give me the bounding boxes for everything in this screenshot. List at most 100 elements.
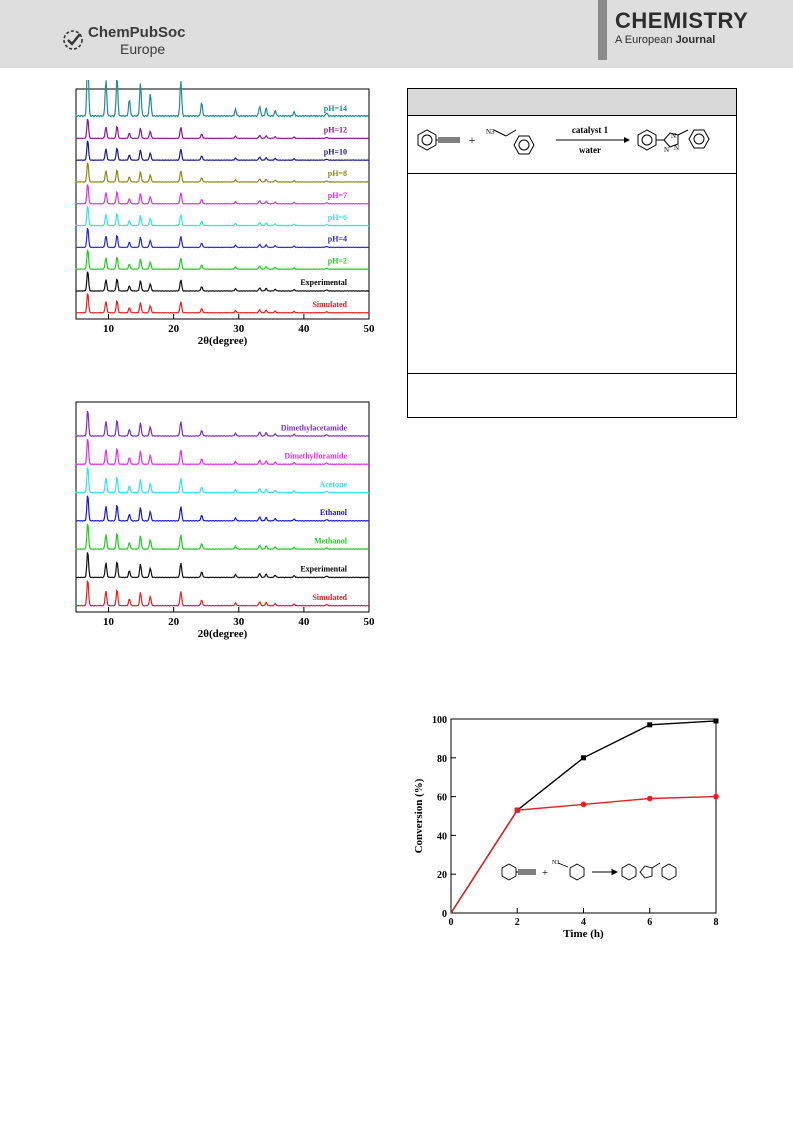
ph-series-7 [75, 249, 370, 271]
conv-point-1-1 [514, 807, 521, 813]
conv-inset-plus: + [542, 867, 548, 879]
triazole-product-icon [637, 129, 710, 151]
conv-plot-frame [450, 718, 717, 914]
ph-series-label-5: pH=6 [328, 213, 347, 222]
conv-inset-scheme-icon [501, 862, 677, 881]
ph-series-0 [75, 80, 370, 118]
ph-series-label-8: Experimental [300, 278, 347, 287]
conv-point-1-4 [713, 793, 719, 800]
conv-x-tick-label: 8 [714, 917, 719, 928]
solvent-series-label-3: Ethanol [320, 508, 348, 517]
solvent-x-tick-label: 40 [298, 616, 310, 628]
ph-x-tick-label: 10 [103, 323, 115, 335]
solvent-series-5 [75, 552, 370, 579]
benzyl-azide-icon [493, 129, 535, 155]
ph-x-tick-label: 30 [233, 323, 245, 335]
solvent-series-label-5: Experimental [300, 565, 347, 574]
journal-title: CHEMISTRY [615, 8, 749, 33]
solvent-series-label-0: Dimethylacetamide [281, 423, 348, 432]
conv-point-0-3 [647, 722, 653, 728]
solvent-plot-frame [75, 401, 370, 613]
conv-x-tick-label: 2 [515, 917, 520, 928]
conv-point-0-4 [713, 718, 719, 724]
ph-series-3 [75, 162, 370, 183]
solvent-label: water [579, 145, 601, 155]
publisher-sub: Europe [120, 41, 166, 57]
conv-x-axis-label: Time (h) [563, 928, 604, 940]
publisher-name: ChemPubSoc [88, 24, 186, 41]
conv-series-line-0 [450, 720, 717, 914]
page-header: ChemPubSoc Europe CHEMISTRY A European J… [0, 0, 793, 68]
conv-y-axis-label: Conversion (%) [413, 778, 425, 853]
ph-series-6 [75, 227, 370, 249]
journal-subtitle: A European Journal [615, 34, 715, 46]
ph-series-8 [75, 271, 370, 292]
table-divider-bottom [408, 373, 736, 374]
journal-logo: CHEMISTRY A European Journal [598, 0, 793, 68]
solvent-x-tick-label: 20 [168, 616, 180, 628]
solvent-series-label-1: Dimethylforamide [284, 452, 347, 461]
triazole-n2: N [674, 144, 679, 152]
conv-y-tick-label: 40 [437, 831, 447, 842]
phenylacetylene-icon [417, 129, 460, 151]
azide-label: N3 [486, 128, 495, 136]
arrow-head-icon [624, 137, 630, 143]
conv-y-tick-label: 60 [437, 793, 447, 804]
ph-series-label-0: pH=14 [324, 104, 347, 113]
conv-x-tick-label: 6 [647, 917, 652, 928]
ph-series-label-2: pH=10 [324, 147, 347, 156]
ph-x-axis-label: 2θ(degree) [198, 335, 248, 347]
conv-y-tick-label: 100 [432, 715, 447, 726]
triazole-n3: N [664, 146, 669, 154]
ph-series-label-1: pH=12 [324, 126, 347, 135]
ph-x-tick-label: 40 [298, 323, 310, 335]
conv-series-line-1 [450, 795, 717, 914]
solvent-series-4 [75, 523, 370, 551]
solvent-series-label-2: Acetone [319, 480, 347, 489]
table-header [408, 89, 736, 116]
solvent-series-label-4: Methanol [314, 536, 348, 545]
solvent-x-tick-label: 30 [233, 616, 245, 628]
conv-point-1-3 [646, 795, 653, 802]
solvent-series-0 [75, 410, 370, 437]
journal-sub-prefix: A European [615, 34, 673, 46]
solvent-series-1 [75, 439, 370, 466]
journal-bar [598, 0, 607, 60]
journal-sub-bold: Journal [675, 34, 716, 46]
conv-y-tick-label: 80 [437, 754, 447, 765]
conv-y-tick-label: 20 [437, 870, 447, 881]
ph-series-label-3: pH=8 [328, 169, 347, 178]
conv-inset-azide-label: N3 [552, 860, 559, 866]
conv-point-0-2 [581, 755, 586, 761]
reaction-scheme-table: + N3 catalyst 1 water N N N [407, 88, 737, 418]
ph-series-1 [75, 118, 370, 140]
ph-series-label-7: pH=2 [328, 256, 347, 265]
solvent-x-tick-label: 50 [364, 616, 376, 628]
conv-y-tick-label: 0 [442, 909, 447, 920]
ph-x-tick-label: 50 [364, 323, 376, 335]
ph-series-label-6: pH=4 [328, 235, 347, 244]
table-divider [408, 173, 736, 174]
solvent-series-2 [75, 467, 370, 494]
ph-series-label-9: Simulated [312, 300, 347, 309]
solvent-x-tick-label: 10 [103, 616, 115, 628]
plus-sign: + [469, 133, 476, 147]
conv-point-1-2 [580, 801, 587, 808]
ph-series-2 [75, 140, 370, 162]
ph-series-5 [75, 206, 370, 227]
solvent-series-label-6: Simulated [312, 593, 347, 602]
reaction-scheme: + N3 catalyst 1 water N N N [417, 125, 710, 155]
triazole-n-labels: N [671, 132, 676, 140]
pxrd-ph-chart: Simulated Experimental pH=2 pH=4 pH=6 pH=7 pH=… [75, 80, 376, 347]
solvent-series-6 [75, 580, 370, 607]
solvent-series-3 [75, 495, 370, 522]
pxrd-solvent-chart: Simulated Experimental Methanol Ethanol Acet… [75, 401, 376, 640]
ph-series-9 [75, 293, 370, 314]
conv-x-tick-label: 0 [449, 917, 454, 928]
conversion-chart: 0 20 40 60 80 100 0 2 4 6 8 Time (h) Conversion (%) +… [413, 715, 719, 940]
ph-series-4 [75, 184, 370, 205]
publisher-emblem-icon [63, 30, 83, 50]
ph-series-label-4: pH=7 [328, 191, 347, 200]
solvent-x-axis-label: 2θ(degree) [198, 628, 248, 640]
reagent-label: catalyst 1 [572, 125, 609, 135]
